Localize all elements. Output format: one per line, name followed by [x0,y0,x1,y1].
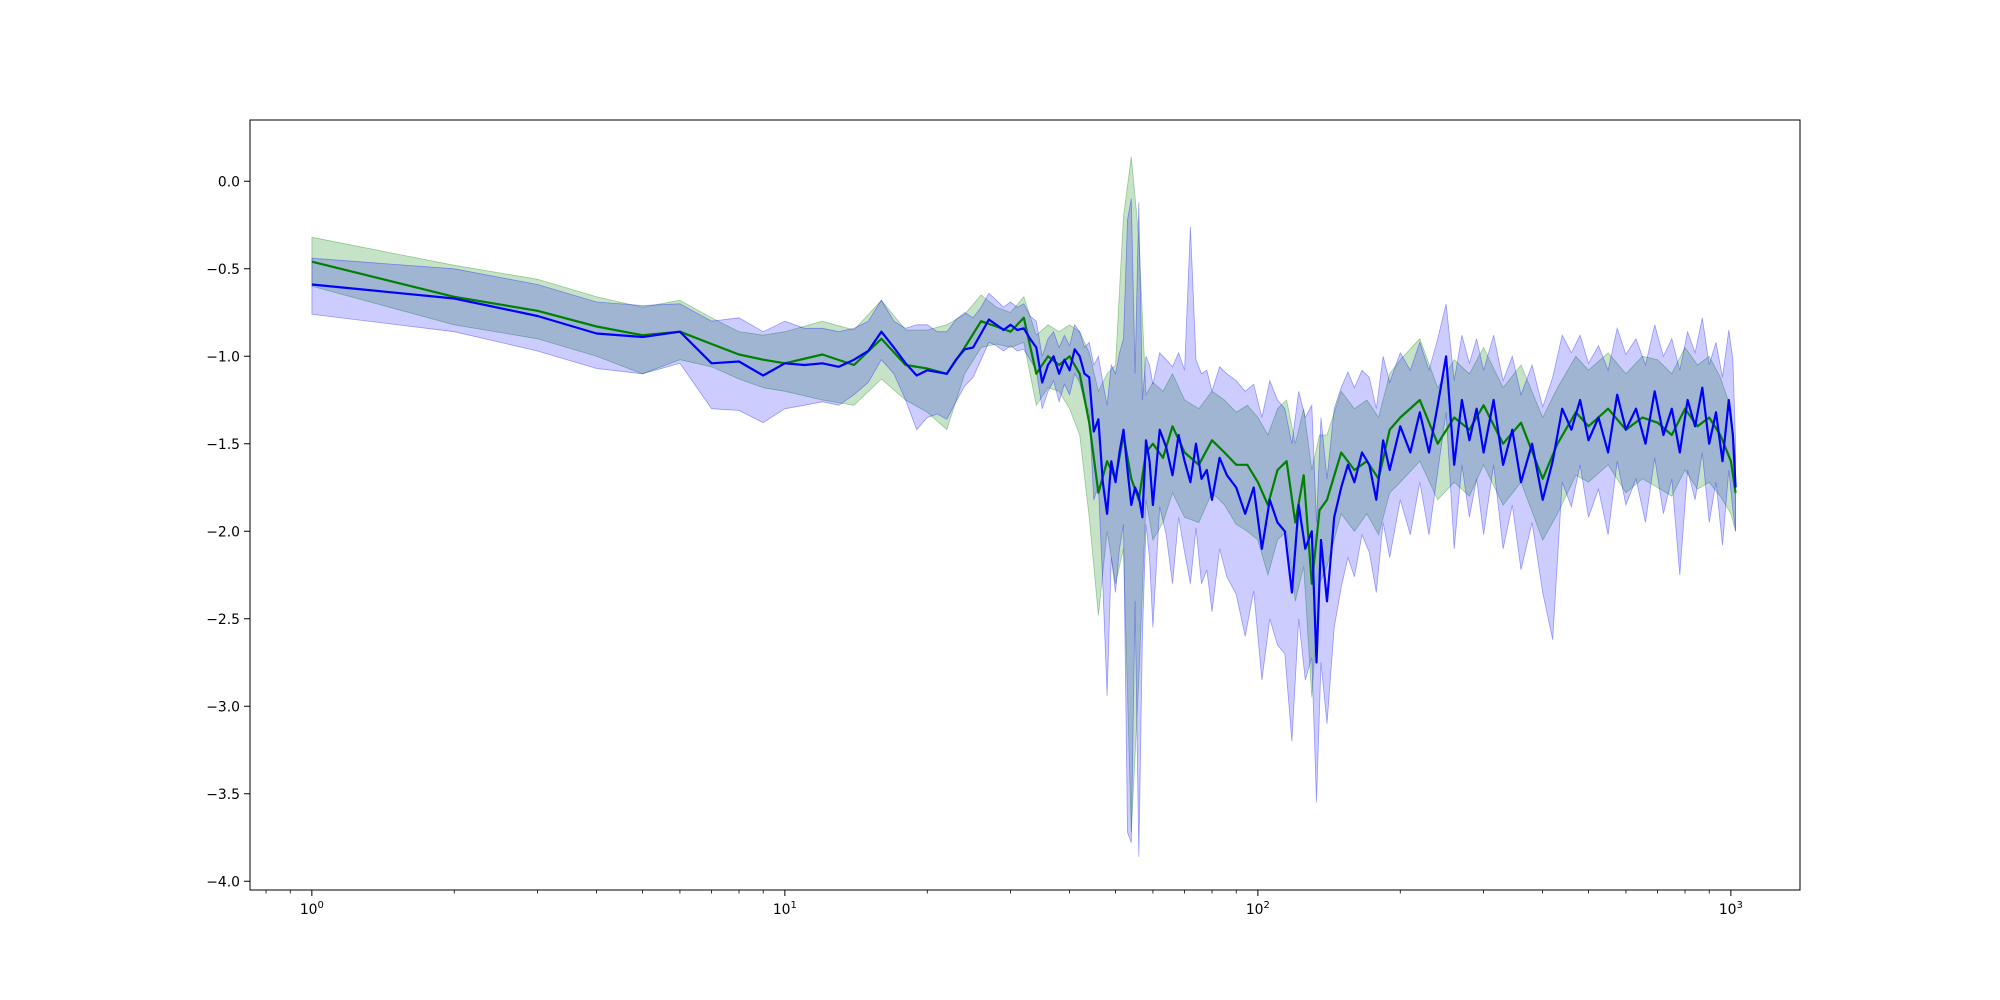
series-1-line [311,283,1737,664]
series-lines [311,260,1737,664]
plot-frame [249,119,1801,891]
x-tick-label-0: 100 [300,900,324,918]
x-tick-label-3: 103 [1719,900,1743,918]
x-tick-label-2: 102 [1246,900,1270,918]
y-tick-label-7: −3.5 [206,787,240,803]
series-0-band [311,156,1736,833]
y-tick-label-4: −2.0 [206,524,240,540]
y-tick-label-6: −3.0 [206,699,240,715]
y-tick-label-1: −0.5 [206,262,240,278]
y-axis: 0.0 −0.5 −1.0 −1.5 −2.0 −2.5 −3.0 −3.5 −4.0 [206,174,250,890]
x-axis: 100 101 102 103 [265,890,1743,918]
y-tick-label-8: −4.0 [206,874,240,890]
y-tick-label-2: −1.0 [206,349,240,365]
y-tick-label-0: 0.0 [218,174,240,190]
x-tick-label-1: 101 [773,900,797,918]
y-tick-label-5: −2.5 [206,612,240,628]
y-tick-label-3: −1.5 [206,437,240,453]
series-1-band [311,198,1736,857]
confidence-bands [311,156,1736,857]
